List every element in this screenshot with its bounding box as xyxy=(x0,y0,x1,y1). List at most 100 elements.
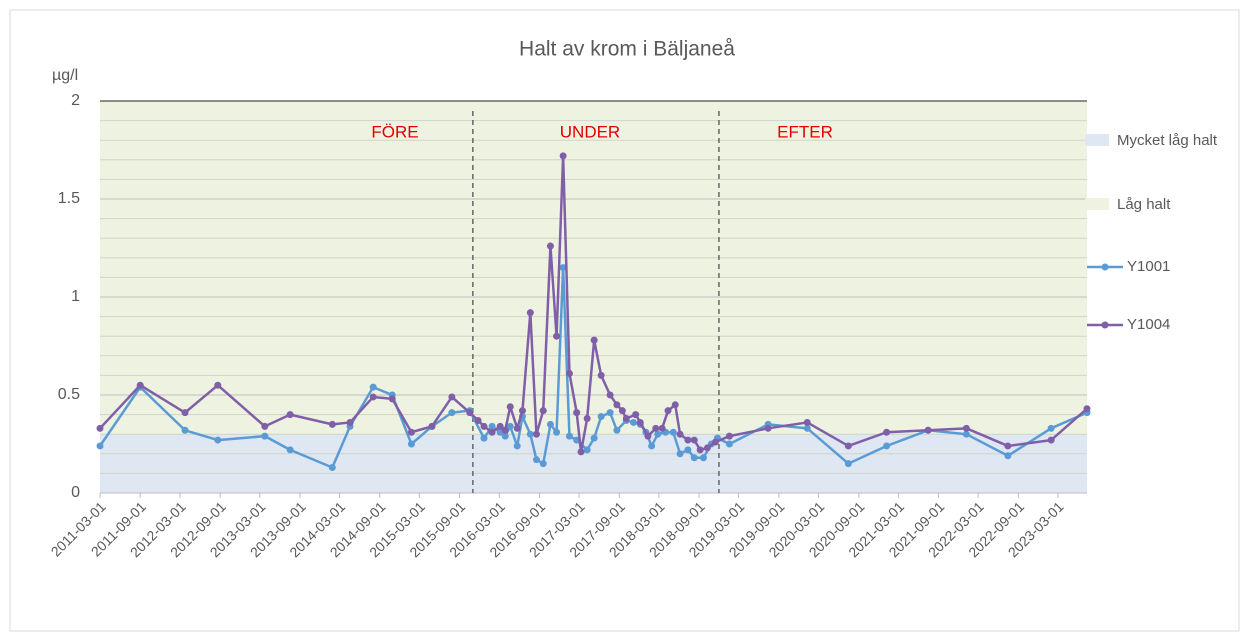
data-point xyxy=(214,381,222,389)
data-point xyxy=(518,407,526,415)
data-point xyxy=(214,436,222,444)
data-point xyxy=(448,409,456,417)
period-label: FÖRE xyxy=(371,122,418,141)
data-point xyxy=(725,432,733,440)
data-point xyxy=(96,424,104,432)
data-point xyxy=(725,440,733,448)
data-point xyxy=(652,424,660,432)
data-point xyxy=(703,444,711,452)
y-tick-label: 1.5 xyxy=(58,190,80,207)
data-point xyxy=(924,426,932,434)
legend-dot xyxy=(1101,263,1109,271)
legend-label: Mycket låg halt xyxy=(1117,132,1218,149)
data-point xyxy=(690,454,698,462)
data-point xyxy=(632,411,640,419)
legend-item: Låg halt xyxy=(1085,194,1227,216)
data-point xyxy=(629,418,637,426)
data-point xyxy=(636,418,644,426)
legend-label: Låg halt xyxy=(1117,196,1171,213)
data-point xyxy=(803,418,811,426)
data-point xyxy=(711,438,719,446)
data-point xyxy=(369,393,377,401)
data-point xyxy=(844,442,852,450)
data-point xyxy=(648,442,656,450)
y-axis-label: µg/l xyxy=(52,67,78,84)
data-point xyxy=(1004,452,1012,460)
data-point xyxy=(539,460,547,468)
data-point xyxy=(388,395,396,403)
legend-swatch xyxy=(1085,198,1109,210)
data-point xyxy=(428,422,436,430)
data-point xyxy=(764,424,772,432)
data-point xyxy=(488,428,496,436)
legend-item: Y1001 xyxy=(1085,256,1237,278)
data-point xyxy=(684,446,692,454)
data-point xyxy=(676,450,684,458)
data-point xyxy=(606,409,614,417)
data-point xyxy=(286,446,294,454)
data-point xyxy=(506,403,514,411)
data-point xyxy=(658,424,666,432)
data-point xyxy=(671,401,679,409)
data-point xyxy=(1004,442,1012,450)
data-point xyxy=(696,446,704,454)
data-point xyxy=(565,369,573,377)
y-tick-label: 0.5 xyxy=(58,386,80,403)
legend-marker xyxy=(1087,263,1123,271)
data-point xyxy=(1047,436,1055,444)
data-point xyxy=(286,411,294,419)
data-point xyxy=(559,152,567,160)
data-point xyxy=(573,409,581,417)
legend-label: Y1004 xyxy=(1127,316,1171,333)
data-point xyxy=(590,434,598,442)
legend-item: Mycket låg halt xyxy=(1085,130,1227,152)
data-point xyxy=(565,432,573,440)
data-point xyxy=(962,424,970,432)
data-point xyxy=(654,430,662,438)
data-point xyxy=(328,464,336,472)
data-point xyxy=(501,432,509,440)
data-point xyxy=(480,434,488,442)
data-point xyxy=(369,383,377,391)
data-point xyxy=(684,436,692,444)
data-point xyxy=(474,416,482,424)
legend-dot xyxy=(1101,321,1109,329)
data-point xyxy=(699,454,707,462)
data-point xyxy=(532,430,540,438)
data-point xyxy=(448,393,456,401)
period-label: EFTER xyxy=(777,122,833,141)
data-point xyxy=(844,460,852,468)
data-point xyxy=(583,415,591,423)
data-point xyxy=(496,422,504,430)
band xyxy=(100,101,1087,435)
data-point xyxy=(546,242,554,250)
data-point xyxy=(501,426,509,434)
data-point xyxy=(407,428,415,436)
data-point xyxy=(346,418,354,426)
data-point xyxy=(883,442,891,450)
data-point xyxy=(261,422,269,430)
y-tick-label: 1 xyxy=(71,288,80,305)
data-point xyxy=(606,391,614,399)
data-point xyxy=(597,413,605,421)
data-point xyxy=(597,371,605,379)
data-point xyxy=(466,409,474,417)
period-label: UNDER xyxy=(560,122,620,141)
data-point xyxy=(583,446,591,454)
data-point xyxy=(328,420,336,428)
data-point xyxy=(883,428,891,436)
legend-item: Y1004 xyxy=(1085,314,1237,336)
data-point xyxy=(559,264,567,272)
data-point xyxy=(181,426,189,434)
data-point xyxy=(506,422,514,430)
band xyxy=(100,434,1087,493)
data-point xyxy=(690,436,698,444)
chart-title: Halt av krom i Bäljaneå xyxy=(519,38,735,61)
data-point xyxy=(553,428,561,436)
data-point xyxy=(618,407,626,415)
data-point xyxy=(613,426,621,434)
data-point xyxy=(590,336,598,344)
data-point xyxy=(577,448,585,456)
data-point xyxy=(622,415,630,423)
